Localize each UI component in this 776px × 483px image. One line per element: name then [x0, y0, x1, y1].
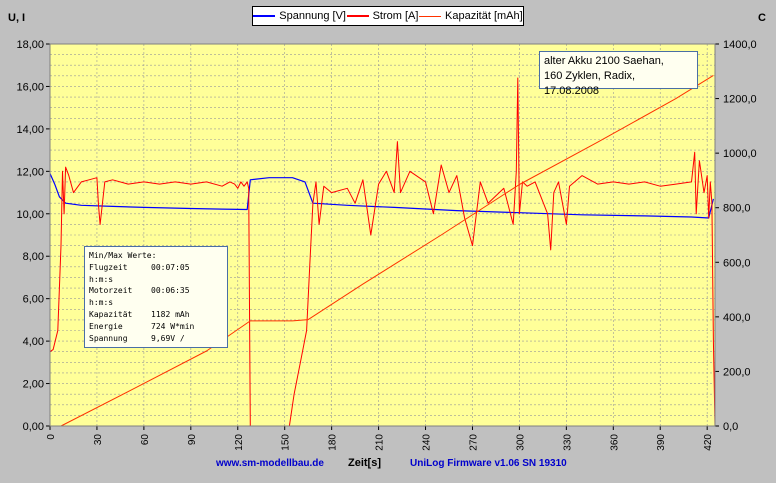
x-tick-label: 360: [609, 434, 620, 451]
stats-row: Flugzeit 00:07:05: [89, 262, 223, 274]
x-tick-label: 210: [375, 434, 386, 451]
stats-label: h:m:s: [89, 298, 114, 308]
x-tick-label: 330: [562, 434, 573, 451]
y-left-tick-label: 10,00: [16, 209, 44, 221]
legend-item-current: Strom [A]: [346, 10, 419, 22]
y-left-tick-label: 14,00: [16, 124, 44, 136]
x-tick-label: 60: [140, 434, 151, 446]
y-right-tick-label: 1400,0: [723, 39, 757, 51]
y-left-tick-label: 16,00: [16, 81, 44, 93]
y-left-tick-label: 6,00: [23, 294, 44, 306]
x-tick-label: 180: [328, 434, 339, 451]
legend-swatch-capacity: [419, 15, 442, 17]
plot-border: [49, 43, 716, 427]
stats-value: 1182 mAh: [151, 309, 190, 319]
left-axis-title: U, I: [8, 12, 26, 24]
annotation-line-2: 160 Zyklen, Radix, 17.08.2008: [544, 70, 636, 97]
y-right-tick-label: 600,0: [723, 257, 751, 269]
y-right-tick-label: 1000,0: [723, 148, 757, 160]
stats-label: Spannung: [89, 333, 128, 343]
legend-label-capacity: Kapazität [mAh]: [445, 10, 523, 22]
stats-row: Energie 724 W*min: [89, 321, 223, 333]
y-left-tick-label: 18,00: [16, 39, 44, 51]
stats-label: h:m:s: [89, 274, 114, 284]
stats-row: Kapazität 1182 mAh: [89, 309, 223, 321]
x-tick-label: 30: [93, 434, 104, 446]
stats-label: Kapazität: [89, 309, 133, 319]
footer-firmware: UniLog Firmware v1.06 SN 19310: [410, 458, 567, 469]
x-tick-label: 0: [46, 434, 57, 440]
right-axis-title: C: [758, 12, 766, 24]
stats-label: Energie: [89, 321, 123, 331]
stats-value: 00:06:35: [151, 286, 190, 296]
stats-value: 724 W*min: [151, 321, 195, 331]
y-left-tick-label: 4,00: [23, 336, 44, 348]
current-line: [49, 77, 716, 427]
stats-label: Flugzeit: [89, 262, 128, 272]
annotation-box: alter Akku 2100 Saehan, 160 Zyklen, Radi…: [539, 51, 698, 97]
stats-label: Motorzeit: [89, 286, 133, 296]
legend-swatch-current: [346, 15, 369, 17]
capacity-line: [60, 74, 714, 427]
x-tick-label: 420: [703, 434, 714, 451]
x-axis-title: Zeit[s]: [348, 457, 381, 469]
y-left-tick-label: 2,00: [23, 379, 44, 391]
chart-legend: Spannung [V] Strom [A] Kapazität [mAh]: [252, 6, 524, 26]
stats-title: Min/Max Werte:: [89, 251, 157, 260]
x-tick-label: 270: [468, 434, 479, 451]
x-tick-label: 120: [234, 434, 245, 451]
x-tick-label: 240: [422, 434, 433, 451]
voltage-line: [49, 173, 714, 219]
stats-value: 9,69V /: [151, 333, 185, 343]
legend-item-voltage: Spannung [V]: [253, 10, 346, 22]
footer-website: www.sm-modellbau.de: [216, 458, 324, 469]
x-tick-label: 390: [656, 434, 667, 451]
stats-row: Spannung 9,69V /: [89, 333, 223, 345]
y-right-tick-label: 400,0: [723, 312, 751, 324]
stats-row: Motorzeit 00:06:35: [89, 285, 223, 297]
stats-value: 00:07:05: [151, 262, 190, 272]
annotation-line-1: alter Akku 2100 Saehan,: [544, 55, 664, 67]
y-left-tick-label: 8,00: [23, 251, 44, 263]
legend-label-current: Strom [A]: [372, 10, 419, 22]
stats-row: h:m:s: [89, 274, 223, 286]
y-right-tick-label: 0,0: [723, 421, 738, 433]
y-left-tick-label: 12,00: [16, 166, 44, 178]
y-right-tick-label: 200,0: [723, 366, 751, 378]
legend-swatch-voltage: [253, 15, 276, 17]
x-tick-label: 300: [515, 434, 526, 451]
legend-label-voltage: Spannung [V]: [279, 10, 346, 22]
y-left-tick-label: 0,00: [23, 421, 44, 433]
legend-item-capacity: Kapazität [mAh]: [419, 10, 523, 22]
minmax-stats-box: Min/Max Werte: Flugzeit 00:07:05 h:m:s Mo…: [84, 246, 228, 348]
stats-row: h:m:s: [89, 297, 223, 309]
y-right-tick-label: 1200,0: [723, 94, 757, 106]
x-tick-label: 150: [281, 434, 292, 451]
x-tick-label: 90: [187, 434, 198, 446]
y-right-tick-label: 800,0: [723, 203, 751, 215]
